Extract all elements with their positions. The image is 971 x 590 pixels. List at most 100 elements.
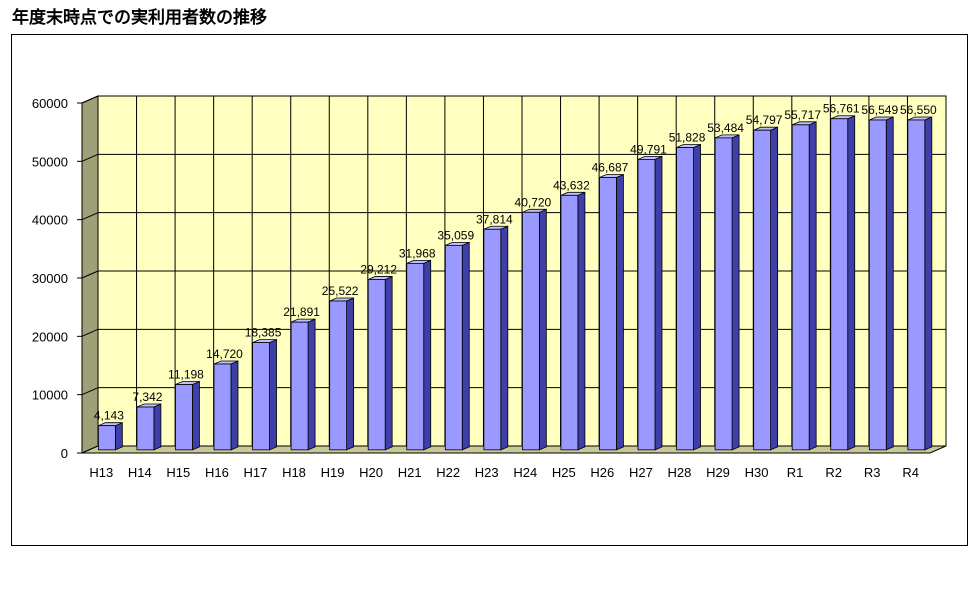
x-tick-label: R4	[902, 465, 919, 480]
bar	[791, 124, 810, 451]
bar	[97, 425, 116, 451]
gridline-side	[81, 270, 99, 279]
x-tick-label: R2	[825, 465, 842, 480]
x-tick-label: H28	[668, 465, 692, 480]
y-tick-label: 10000	[32, 388, 68, 403]
bar-side	[423, 259, 432, 451]
data-label: 11,198	[168, 368, 204, 382]
bar	[637, 159, 656, 451]
data-label: 7,342	[132, 390, 162, 404]
x-tick-label: H27	[629, 465, 653, 480]
bar-side	[770, 126, 779, 451]
bar	[868, 119, 887, 451]
x-tick-label: H17	[244, 465, 268, 480]
x-tick-label: H26	[590, 465, 614, 480]
data-label: 49,791	[630, 142, 667, 156]
bar-side	[346, 297, 355, 451]
bar-side	[307, 318, 316, 451]
bar-side	[885, 116, 894, 451]
bar-side	[153, 403, 162, 451]
bar-side	[654, 155, 663, 451]
x-tick-label: H30	[745, 465, 769, 480]
bar	[753, 129, 772, 451]
data-label: 51,828	[669, 131, 706, 145]
bar	[676, 147, 694, 451]
y-tick-label: 40000	[32, 213, 68, 228]
bar-side	[269, 338, 277, 451]
data-label: 56,550	[900, 103, 937, 117]
data-label: 21,891	[283, 305, 320, 319]
x-tick-label: H22	[436, 465, 460, 480]
bar-side	[384, 275, 393, 451]
x-tick-label: H24	[513, 465, 537, 480]
bar-side	[230, 360, 239, 451]
bar	[136, 406, 155, 451]
bar-side	[847, 115, 856, 451]
data-label: 18,385	[245, 326, 282, 340]
bar-side	[577, 191, 586, 451]
x-tick-label: R3	[864, 465, 881, 480]
data-label: 35,059	[437, 228, 474, 242]
data-label: 43,632	[553, 178, 590, 192]
data-label: 56,761	[823, 102, 860, 116]
x-tick-label: H16	[205, 465, 229, 480]
bar-side	[538, 208, 547, 451]
y-tick-label: 0	[61, 446, 68, 461]
bar-side	[731, 134, 740, 451]
data-label: 25,522	[322, 284, 359, 298]
y-tick-label: 50000	[32, 154, 68, 169]
data-label: 29,212	[360, 262, 397, 276]
x-tick-label: H25	[552, 465, 576, 480]
bar	[483, 228, 502, 451]
bar	[830, 118, 849, 451]
x-tick-label: H20	[359, 465, 383, 480]
bar-side	[192, 380, 200, 451]
gridline-side	[81, 212, 99, 221]
gridline-side	[81, 387, 99, 396]
bar	[907, 119, 926, 451]
data-label: 40,720	[515, 195, 552, 209]
bar	[560, 194, 579, 451]
data-label: 46,687	[592, 161, 629, 175]
data-label: 4,143	[94, 409, 124, 423]
y-tick-label: 60000	[32, 96, 68, 111]
data-label: 14,720	[206, 347, 243, 361]
data-label: 56,549	[861, 103, 898, 117]
bar-side	[924, 116, 933, 451]
bar-side	[114, 422, 123, 451]
bar	[521, 211, 540, 451]
bar-side	[693, 143, 701, 451]
data-label: 55,717	[784, 108, 821, 122]
bar	[367, 279, 386, 451]
bar-side	[616, 173, 624, 451]
y-tick-label: 20000	[32, 329, 68, 344]
gridline-side	[81, 95, 99, 104]
x-tick-label: H15	[166, 465, 190, 480]
data-label: 54,797	[746, 113, 783, 127]
gridline-side	[81, 153, 99, 162]
x-tick-label: H21	[398, 465, 422, 480]
data-label: 31,968	[399, 246, 436, 260]
x-tick-label: H23	[475, 465, 499, 480]
bar-side	[500, 225, 509, 451]
x-tick-label: H18	[282, 465, 306, 480]
bar-side	[461, 241, 470, 451]
x-tick-label: H29	[706, 465, 730, 480]
page-title: 年度末時点での実利用者数の推移	[12, 8, 267, 28]
bar	[175, 384, 193, 451]
bar	[290, 321, 309, 451]
bar	[444, 244, 463, 451]
bar	[329, 300, 348, 451]
data-label: 53,484	[707, 121, 744, 135]
data-label: 37,814	[476, 212, 513, 226]
x-tick-label: H13	[89, 465, 113, 480]
bar	[406, 262, 425, 451]
x-tick-label: R1	[787, 465, 804, 480]
x-tick-label: H14	[128, 465, 152, 480]
bar	[252, 342, 270, 451]
gridline-side	[81, 328, 99, 337]
y-tick-label: 30000	[32, 271, 68, 286]
bar	[714, 137, 733, 451]
x-tick-label: H19	[321, 465, 345, 480]
